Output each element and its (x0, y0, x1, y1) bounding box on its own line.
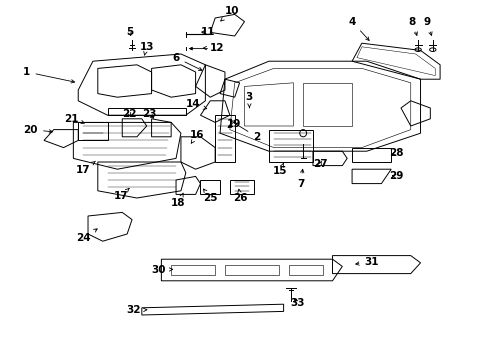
Text: 19: 19 (226, 119, 241, 129)
Text: 27: 27 (312, 159, 327, 169)
Text: 5: 5 (126, 27, 133, 37)
Text: 18: 18 (171, 193, 185, 208)
Text: 22: 22 (122, 109, 137, 119)
Text: 29: 29 (388, 171, 403, 181)
Text: 3: 3 (245, 92, 252, 108)
Text: 17: 17 (113, 188, 129, 201)
Text: 28: 28 (388, 148, 403, 158)
Text: 13: 13 (139, 42, 154, 55)
Text: 6: 6 (172, 53, 202, 71)
Text: 2: 2 (230, 121, 260, 142)
Text: 12: 12 (203, 43, 224, 53)
Text: 11: 11 (200, 27, 215, 37)
Text: 24: 24 (76, 229, 97, 243)
Text: 7: 7 (296, 169, 304, 189)
Text: 15: 15 (272, 163, 287, 176)
Text: 23: 23 (142, 109, 156, 119)
Text: 8: 8 (408, 17, 417, 35)
Text: 17: 17 (76, 161, 95, 175)
Text: 26: 26 (233, 189, 247, 203)
Text: 4: 4 (347, 17, 368, 40)
Text: 31: 31 (355, 257, 378, 267)
Text: 25: 25 (203, 189, 217, 203)
Text: 10: 10 (220, 6, 239, 21)
Text: 20: 20 (23, 125, 52, 135)
Text: 14: 14 (185, 99, 206, 109)
Text: 32: 32 (126, 305, 146, 315)
Text: 9: 9 (423, 17, 431, 35)
Text: 30: 30 (151, 265, 172, 275)
Text: 33: 33 (289, 298, 304, 308)
Text: 21: 21 (63, 114, 84, 124)
Text: 1: 1 (23, 67, 75, 83)
Text: 16: 16 (189, 130, 204, 143)
